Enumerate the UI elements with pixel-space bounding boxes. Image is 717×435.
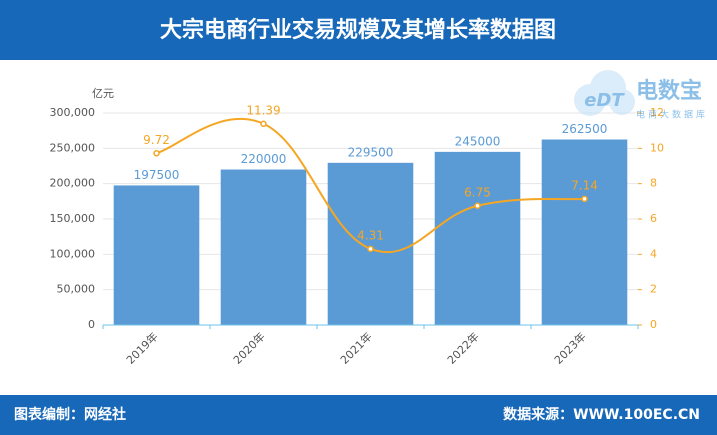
y2-tick-label: 12 xyxy=(650,106,664,119)
x-tick-label: 2023年 xyxy=(551,329,588,366)
y-tick-label: 50,000 xyxy=(57,283,96,296)
y-tick-label: 0 xyxy=(88,318,95,331)
logo-title: 电数宝 xyxy=(636,78,702,104)
bar xyxy=(113,185,200,325)
line-value-label: 7.14 xyxy=(571,178,598,192)
bar xyxy=(327,162,414,325)
x-tick-label: 2021年 xyxy=(337,329,374,366)
footer-bar xyxy=(0,395,717,435)
y-tick-label: 100,000 xyxy=(50,247,96,260)
x-tick-label: 2022年 xyxy=(444,329,481,366)
footer-credit: 图表编制：网经社 xyxy=(14,406,126,423)
bar-value-label: 262500 xyxy=(562,122,608,136)
x-tick-label: 2019年 xyxy=(123,329,160,366)
line-value-label: 9.72 xyxy=(143,133,170,147)
y2-tick-label: 2 xyxy=(650,283,657,296)
line-point xyxy=(581,195,588,203)
line-point xyxy=(153,150,160,157)
y2-tick-label: 6 xyxy=(650,212,657,225)
line-point xyxy=(474,202,481,209)
bar-value-label: 220000 xyxy=(241,152,287,166)
bar xyxy=(541,139,628,325)
logo-cloud xyxy=(609,89,635,115)
y-tick-label: 200,000 xyxy=(50,177,96,190)
y-tick-label: 250,000 xyxy=(50,141,96,154)
y-axis-label: 亿元 xyxy=(92,87,114,100)
y2-tick-label: 0 xyxy=(650,318,657,331)
line-value-label: 6.75 xyxy=(464,185,491,199)
line-value-label: 11.39 xyxy=(246,103,280,117)
line-point xyxy=(367,245,374,253)
bar-value-label: 197500 xyxy=(134,168,180,182)
x-tick-label: 2020年 xyxy=(230,329,267,366)
bar-value-label: 245000 xyxy=(455,134,501,148)
footer-source: 数据来源：WWW.100EC.CN xyxy=(503,406,700,423)
y2-tick-label: 10 xyxy=(650,141,664,154)
y2-tick-label: 4 xyxy=(650,247,657,260)
logo-subtitle: 电商大数据库 xyxy=(636,109,708,121)
bar-value-label: 229500 xyxy=(348,145,394,159)
chart-title: 大宗电商行业交易规模及其增长率数据图 xyxy=(160,17,556,43)
line-point xyxy=(260,120,267,128)
bar xyxy=(434,151,521,325)
line-value-label: 4.31 xyxy=(357,228,384,242)
y-tick-label: 300,000 xyxy=(50,106,96,119)
line xyxy=(156,117,585,254)
y2-tick-label: 8 xyxy=(650,177,657,190)
logo: eDT 电数宝 电商大数据库 xyxy=(574,70,708,121)
logo-mark: eDT xyxy=(584,90,625,111)
bar xyxy=(220,169,307,325)
y-tick-label: 150,000 xyxy=(50,212,96,225)
header-bar xyxy=(0,0,717,60)
